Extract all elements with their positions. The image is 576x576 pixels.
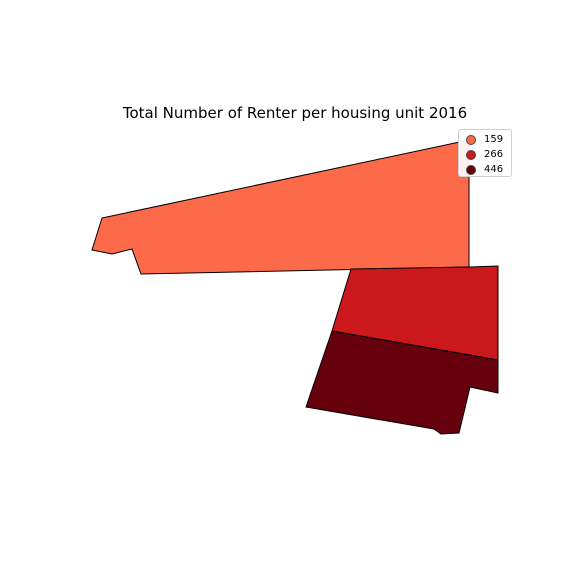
legend-item: 159: [463, 132, 507, 147]
legend-marker: [466, 134, 476, 145]
map-title: Total Number of Renter per housing unit …: [122, 104, 468, 122]
legend-label: 159: [484, 134, 504, 145]
legend-label: 266: [484, 149, 504, 160]
region-mid[interactable]: [331, 265, 499, 361]
region-low[interactable]: [91, 139, 470, 275]
legend-marker: [466, 164, 476, 175]
legend-item: 266: [463, 147, 507, 162]
region-high[interactable]: [305, 330, 499, 435]
legend-item: 446: [463, 162, 507, 177]
map-legend: 159 266 446: [458, 129, 512, 177]
legend-label: 446: [484, 164, 504, 175]
legend-marker: [466, 149, 476, 160]
